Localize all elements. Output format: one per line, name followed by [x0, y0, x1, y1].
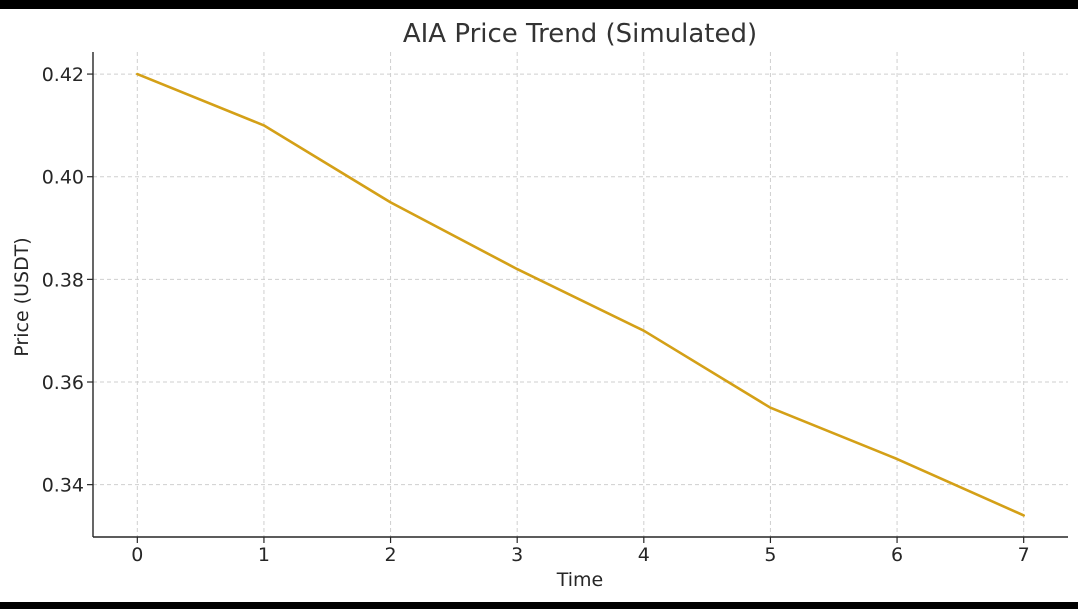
- price-series-line: [136, 72, 1026, 517]
- y-tick-label: 0.38: [42, 269, 84, 291]
- x-tick-label: 5: [764, 544, 776, 566]
- y-tick-label: 0.42: [42, 64, 84, 86]
- chart-title: AIA Price Trend (Simulated): [403, 19, 757, 49]
- x-tick-label: 4: [638, 544, 650, 566]
- x-tick-label: 7: [1018, 544, 1030, 566]
- chart-frame: AIA Price Trend (Simulated) 0 1 2 3 4 5 6 7 0.34…: [0, 9, 1078, 602]
- x-tick-label: 2: [385, 544, 397, 566]
- x-tick-label: 1: [258, 544, 270, 566]
- y-tick-label: 0.36: [42, 372, 84, 394]
- x-tick-label: 0: [131, 544, 143, 566]
- x-axis-title: Time: [556, 569, 604, 591]
- axis-ticks: 0 1 2 3 4 5 6 7 0.34 0.36 0.38 0.40 0.42: [42, 64, 1030, 566]
- line-chart: AIA Price Trend (Simulated) 0 1 2 3 4 5 6 7 0.34…: [11, 19, 1068, 591]
- y-tick-label: 0.40: [42, 167, 84, 189]
- x-tick-label: 3: [511, 544, 523, 566]
- grid-lines: [93, 52, 1068, 537]
- x-tick-label: 6: [891, 544, 903, 566]
- y-axis-title: Price (USDT): [11, 237, 33, 356]
- plot-area: [136, 72, 1026, 517]
- y-tick-label: 0.34: [42, 475, 84, 497]
